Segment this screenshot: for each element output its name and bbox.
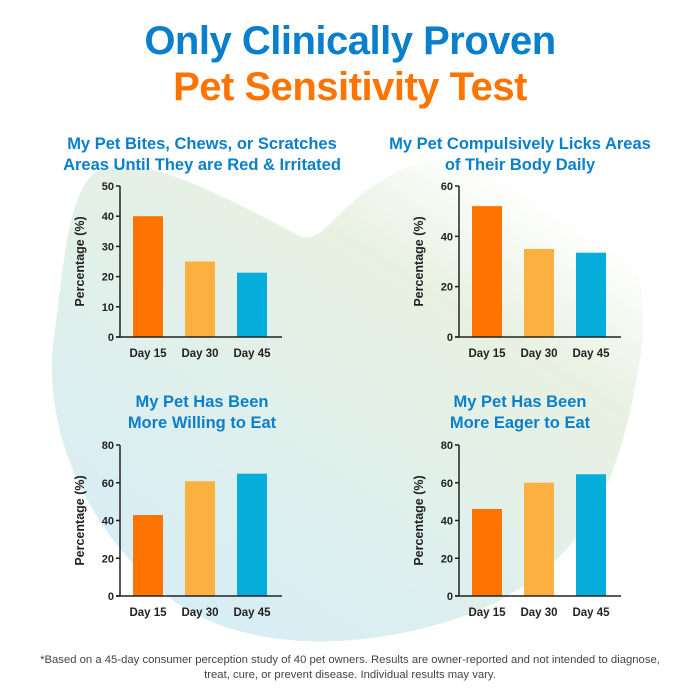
x-tick-label: Day 15 bbox=[468, 607, 506, 619]
bar-day-30 bbox=[524, 482, 554, 596]
headline-line-1: Only Clinically Proven bbox=[144, 19, 556, 63]
chart-1-title-line-1: My Pet Bites, Chews, or Scratches bbox=[67, 135, 337, 153]
y-axis-label: Percentage (%) bbox=[73, 475, 87, 565]
y-tick-label: 50 bbox=[102, 181, 114, 193]
chart-2-title: My Pet Compulsively Licks Areas of Their… bbox=[360, 134, 680, 176]
bar-day-30 bbox=[185, 481, 215, 596]
y-tick-label: 20 bbox=[102, 272, 114, 284]
chart-2-compulsive-licking: Day 15 Day 30 Day 45 0 20 40 60 Percentage (%) bbox=[412, 181, 621, 360]
y-tick-label: 60 bbox=[441, 181, 453, 193]
bar-day-45 bbox=[237, 272, 267, 337]
y-tick-label: 0 bbox=[447, 591, 453, 603]
y-tick-label: 40 bbox=[102, 211, 114, 223]
chart-2-title-line-1: My Pet Compulsively Licks Areas bbox=[389, 135, 651, 153]
bar-day-45 bbox=[576, 252, 606, 337]
x-tick-label: Day 30 bbox=[181, 607, 218, 619]
chart-1-title-line-2: Areas Until They are Red & Irritated bbox=[63, 156, 341, 174]
y-tick-label: 60 bbox=[441, 478, 453, 490]
chart-4-title-line-2: More Eager to Eat bbox=[449, 414, 591, 432]
x-tick-label: Day 15 bbox=[468, 348, 506, 360]
y-tick-label: 0 bbox=[108, 332, 114, 344]
chart-3-willing-to-eat: Day 15 Day 30 Day 45 0 20 40 60 80 Percentage (%… bbox=[73, 440, 282, 619]
y-tick-label: 0 bbox=[108, 591, 114, 603]
y-tick-label: 20 bbox=[441, 282, 453, 294]
x-tick-label: Day 45 bbox=[233, 348, 271, 360]
bar-day-30 bbox=[185, 261, 215, 337]
bar-day-45 bbox=[237, 473, 267, 596]
x-tick-label: Day 30 bbox=[181, 348, 218, 360]
chart-3-title-line-2: More Willing to Eat bbox=[127, 414, 277, 432]
bar-day-15 bbox=[472, 508, 502, 596]
y-tick-label: 40 bbox=[441, 231, 453, 243]
headline-line-2: Pet Sensitivity Test bbox=[173, 65, 527, 109]
y-tick-label: 30 bbox=[102, 241, 114, 253]
x-tick-label: Day 45 bbox=[572, 607, 610, 619]
chart-1-bites-chews-scratches: Day 15 Day 30 Day 45 0 10 20 30 40 50 Percentage … bbox=[73, 181, 282, 360]
y-tick-label: 80 bbox=[102, 440, 114, 452]
bar-day-15 bbox=[472, 206, 502, 337]
chart-4-title: My Pet Has Been More Eager to Eat bbox=[360, 392, 680, 434]
y-tick-label: 20 bbox=[102, 553, 114, 565]
chart-4-eager-to-eat: Day 15 Day 30 Day 45 0 20 40 60 80 Percentage (%… bbox=[412, 440, 621, 619]
x-tick-label: Day 15 bbox=[129, 348, 167, 360]
x-tick-label: Day 30 bbox=[520, 348, 557, 360]
footnote-disclaimer: *Based on a 45-day consumer perception s… bbox=[40, 654, 660, 681]
y-axis-label: Percentage (%) bbox=[412, 216, 426, 306]
y-tick-label: 20 bbox=[441, 553, 453, 565]
bar-day-30 bbox=[524, 248, 554, 337]
y-tick-label: 60 bbox=[102, 478, 114, 490]
x-tick-label: Day 45 bbox=[572, 348, 610, 360]
chart-3-title-line-1: My Pet Has Been bbox=[135, 393, 269, 411]
y-tick-label: 40 bbox=[102, 516, 114, 528]
y-axis-label: Percentage (%) bbox=[73, 216, 87, 306]
bar-day-45 bbox=[576, 474, 606, 596]
chart-1-title: My Pet Bites, Chews, or Scratches Areas … bbox=[42, 134, 362, 176]
y-tick-label: 10 bbox=[102, 302, 114, 314]
chart-4-title-line-1: My Pet Has Been bbox=[453, 393, 587, 411]
bar-day-15 bbox=[133, 515, 163, 596]
y-tick-label: 40 bbox=[441, 516, 453, 528]
y-axis-label: Percentage (%) bbox=[412, 475, 426, 565]
y-tick-label: 0 bbox=[447, 332, 453, 344]
bar-day-15 bbox=[133, 216, 163, 337]
x-tick-label: Day 45 bbox=[233, 607, 271, 619]
x-tick-label: Day 15 bbox=[129, 607, 167, 619]
chart-3-title: My Pet Has Been More Willing to Eat bbox=[42, 392, 362, 434]
x-tick-label: Day 30 bbox=[520, 607, 557, 619]
chart-2-title-line-2: of Their Body Daily bbox=[444, 156, 596, 174]
y-tick-label: 80 bbox=[441, 440, 453, 452]
